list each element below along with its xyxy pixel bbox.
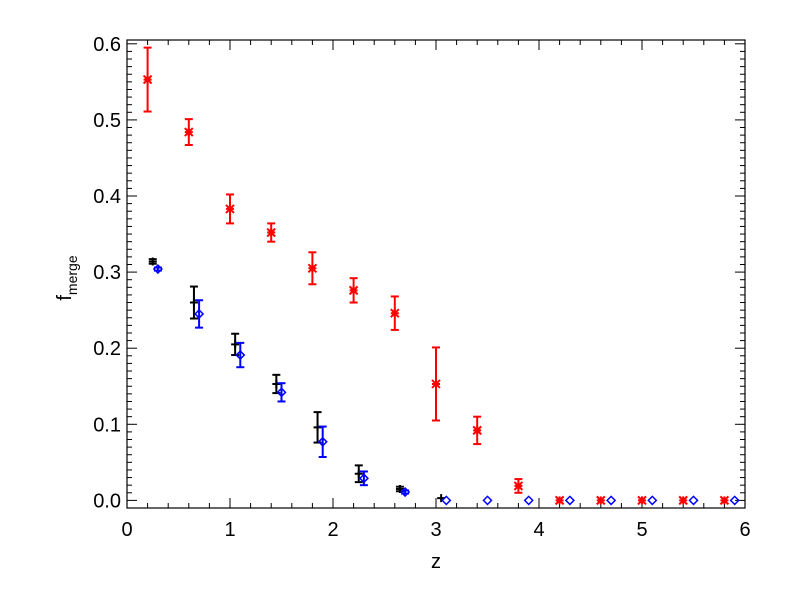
- series-0: [142, 46, 730, 506]
- svg-text:fmerge: fmerge: [54, 255, 80, 300]
- y-tick-label: 0.6: [93, 34, 121, 56]
- series-2: [152, 263, 740, 506]
- data-series: [142, 46, 740, 506]
- series-1: [148, 257, 446, 503]
- y-tick-label: 0.4: [93, 186, 121, 208]
- data-point: [348, 285, 359, 296]
- data-point: [235, 349, 246, 361]
- y-axis-label-main: f: [54, 295, 76, 301]
- data-point: [729, 495, 740, 506]
- y-tick-label: 0.2: [93, 338, 121, 360]
- data-point: [441, 495, 452, 506]
- x-axis-label: z: [431, 551, 441, 573]
- data-point: [513, 481, 524, 491]
- y-tick-label: 0.0: [93, 490, 121, 512]
- x-tick-label: 0: [121, 519, 132, 541]
- data-point: [637, 495, 647, 506]
- plot-frame: [126, 39, 746, 509]
- data-point: [606, 495, 617, 506]
- data-point: [390, 308, 400, 318]
- x-tick-label: 6: [739, 519, 750, 541]
- data-point: [142, 74, 153, 85]
- axis-ticks: [126, 40, 746, 508]
- data-point: [564, 495, 575, 506]
- data-point: [554, 495, 565, 506]
- data-point: [317, 436, 328, 447]
- data-point: [400, 486, 411, 498]
- data-point: [358, 473, 369, 484]
- data-point: [266, 227, 276, 238]
- data-point: [678, 495, 688, 506]
- data-point: [231, 340, 240, 349]
- data-point: [276, 387, 287, 398]
- x-tick-label: 3: [430, 519, 441, 541]
- data-point: [647, 495, 658, 506]
- data-point: [194, 308, 205, 320]
- x-tick-label: 1: [224, 519, 235, 541]
- data-point: [307, 263, 318, 274]
- y-axis-label-subscript: merge: [64, 255, 80, 295]
- x-tick-label: 2: [327, 519, 338, 541]
- data-point: [688, 495, 699, 506]
- data-point: [523, 495, 534, 506]
- x-tick-label: 4: [533, 519, 544, 541]
- tick-labels: 0 1 2 3 4 5 6 0.0 0.1 0.2 0.3 0.4 0.5 0.6: [93, 34, 750, 541]
- data-point: [225, 204, 235, 214]
- y-tick-label: 0.1: [93, 414, 121, 436]
- data-point: [148, 257, 157, 266]
- y-tick-label: 0.5: [93, 110, 121, 132]
- data-point: [482, 495, 493, 506]
- y-axis-label: fmerge: [54, 255, 80, 300]
- data-point: [596, 495, 606, 506]
- data-point: [184, 127, 194, 137]
- data-point: [189, 298, 198, 307]
- data-point: [719, 495, 730, 506]
- y-tick-label: 0.3: [93, 262, 121, 284]
- data-point: [431, 379, 441, 389]
- data-point: [472, 425, 482, 436]
- data-point: [152, 263, 163, 275]
- data-point: [395, 484, 404, 493]
- x-tick-label: 5: [636, 519, 647, 541]
- data-point: [354, 469, 363, 478]
